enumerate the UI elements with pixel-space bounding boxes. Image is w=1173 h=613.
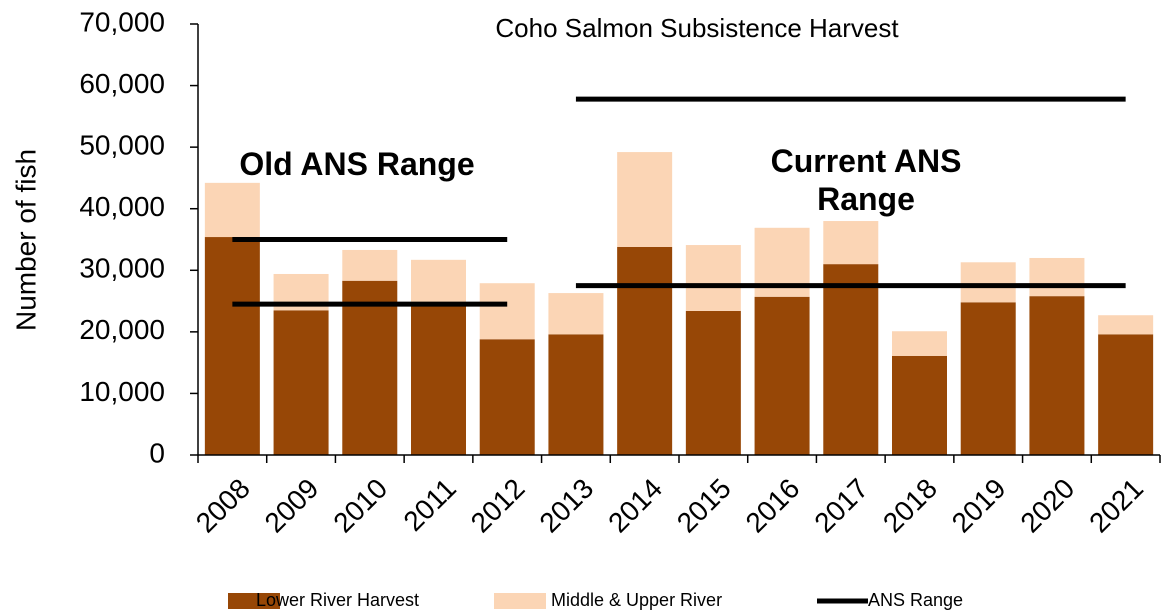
y-tick-label: 60,000: [79, 68, 165, 99]
x-tick-label: 2020: [1014, 473, 1080, 539]
x-tick-label: 2009: [259, 473, 325, 539]
bar: [548, 334, 604, 455]
y-tick-label: 0: [149, 437, 165, 468]
bar: [892, 331, 947, 356]
bar: [685, 245, 741, 311]
bar: [617, 246, 673, 455]
bar: [204, 237, 260, 455]
y-tick-label: 70,000: [79, 6, 165, 37]
chart-title: Coho Salmon Subsistence Harvest: [495, 13, 899, 43]
x-tick-label: 2016: [740, 473, 806, 539]
x-tick-label: 2008: [190, 473, 256, 539]
y-tick-label: 40,000: [79, 191, 165, 222]
x-tick-label: 2011: [397, 473, 462, 538]
bar: [823, 221, 879, 265]
x-tick-label: 2013: [533, 473, 599, 539]
x-tick-label: 2015: [671, 473, 737, 539]
y-tick-label: 10,000: [79, 376, 165, 407]
bar: [685, 310, 741, 455]
bar: [548, 293, 604, 335]
bar: [960, 302, 1016, 455]
legend-label: Middle & Upper River: [551, 590, 722, 610]
y-axis-title: Number of fish: [10, 149, 41, 331]
bar: [273, 310, 329, 455]
bar: [479, 283, 535, 340]
legend-label: ANS Range: [868, 590, 963, 610]
x-tick-label: 2018: [877, 473, 943, 539]
x-tick-label: 2021: [1083, 473, 1149, 539]
bar: [1029, 257, 1085, 297]
y-tick-label: 30,000: [79, 253, 165, 284]
bar: [479, 339, 535, 455]
range-label: Old ANS Range: [239, 146, 475, 182]
x-tick-label: 2019: [946, 473, 1012, 539]
bar: [411, 302, 466, 455]
bar: [342, 280, 398, 455]
legend-label: Lower River Harvest: [256, 590, 419, 610]
bar: [1029, 296, 1085, 455]
bar: [617, 152, 673, 247]
bar: [204, 182, 260, 238]
bar: [342, 249, 398, 281]
x-tick-label: 2012: [465, 473, 531, 539]
y-tick-label: 20,000: [79, 314, 165, 345]
y-tick-label: 50,000: [79, 130, 165, 161]
x-tick-label: 2017: [808, 473, 874, 539]
bar: [823, 264, 879, 455]
bar: [960, 262, 1016, 303]
bar: [754, 296, 810, 455]
bar: [1098, 315, 1154, 335]
legend-swatch: [494, 593, 546, 609]
bar: [411, 259, 466, 303]
legend-swatch: [228, 593, 280, 609]
x-tick-label: 2014: [602, 473, 668, 539]
range-label: Current ANS Range: [770, 143, 962, 217]
bar: [892, 355, 947, 455]
bar: [1098, 334, 1154, 455]
x-tick-label: 2010: [327, 473, 393, 539]
